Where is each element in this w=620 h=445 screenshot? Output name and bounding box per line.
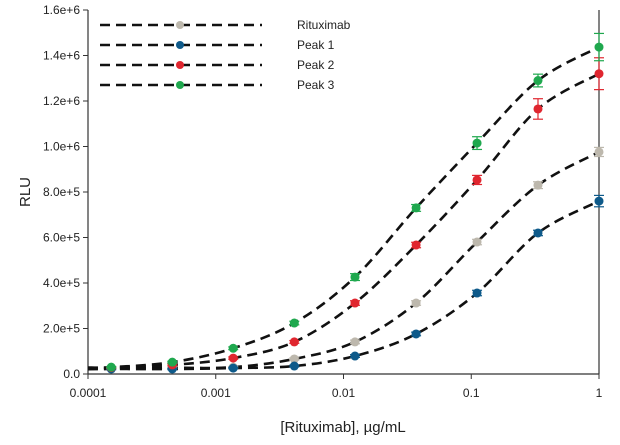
legend-marker <box>176 41 184 49</box>
data-point <box>472 175 482 185</box>
data-point <box>533 228 543 238</box>
data-point <box>228 353 238 363</box>
data-point <box>106 362 116 372</box>
legend-label: Peak 1 <box>297 38 335 52</box>
data-point <box>289 337 299 347</box>
data-point <box>594 196 604 206</box>
data-point <box>289 318 299 328</box>
y-tick-label: 0.0 <box>63 367 80 381</box>
y-tick-label: 1.2e+6 <box>43 94 80 108</box>
data-point <box>350 351 360 361</box>
data-point <box>289 354 299 364</box>
data-point <box>594 42 604 52</box>
x-tick-label: 0.1 <box>463 386 480 400</box>
data-points <box>106 32 604 374</box>
y-tick-label: 1.4e+6 <box>43 49 80 63</box>
legend-marker <box>176 21 184 29</box>
data-point <box>228 363 238 373</box>
y-tick-label: 1.6e+6 <box>43 3 80 17</box>
legend-marker <box>176 61 184 69</box>
data-point <box>472 138 482 148</box>
y-tick-label: 1.0e+6 <box>43 140 80 154</box>
data-point <box>289 361 299 371</box>
legend-label: Peak 2 <box>297 58 335 72</box>
data-point <box>350 298 360 308</box>
y-tick-label: 6.0e+5 <box>43 231 80 245</box>
fit-line <box>87 199 600 371</box>
legend: Rituximab Peak 1 Peak 2 Peak 3 <box>100 18 351 92</box>
data-point <box>472 237 482 247</box>
y-axis-label: RLU <box>17 177 34 207</box>
x-tick-label: 0.001 <box>201 386 231 400</box>
y-tick-label: 8.0e+5 <box>43 185 80 199</box>
data-point <box>533 76 543 86</box>
x-tick-label: 1 <box>596 386 603 400</box>
data-point <box>533 180 543 190</box>
data-point <box>228 343 238 353</box>
y-tick-label: 4.0e+5 <box>43 276 80 290</box>
data-point <box>167 357 177 367</box>
data-point <box>411 203 421 213</box>
data-point <box>594 147 604 157</box>
axes: 0.0 2.0e+5 4.0e+5 6.0e+5 8.0e+5 1.0e+6 1.2e+6 1… <box>43 3 603 400</box>
fit-line <box>87 150 600 370</box>
data-point <box>411 329 421 339</box>
x-tick-label: 0.0001 <box>70 386 107 400</box>
data-point <box>411 240 421 250</box>
data-point <box>594 69 604 79</box>
fit-line <box>87 45 600 369</box>
data-point <box>533 104 543 114</box>
legend-label: Rituximab <box>297 18 351 32</box>
data-point <box>350 272 360 282</box>
data-point <box>350 337 360 347</box>
data-point <box>411 298 421 308</box>
x-axis-label: [Rituximab], µg/mL <box>280 419 405 436</box>
x-tick-label: 0.01 <box>332 386 356 400</box>
fit-lines <box>87 45 600 371</box>
y-tick-label: 2.0e+5 <box>43 322 80 336</box>
legend-label: Peak 3 <box>297 78 335 92</box>
data-point <box>472 288 482 298</box>
fit-line <box>87 72 600 370</box>
legend-marker <box>176 81 184 89</box>
